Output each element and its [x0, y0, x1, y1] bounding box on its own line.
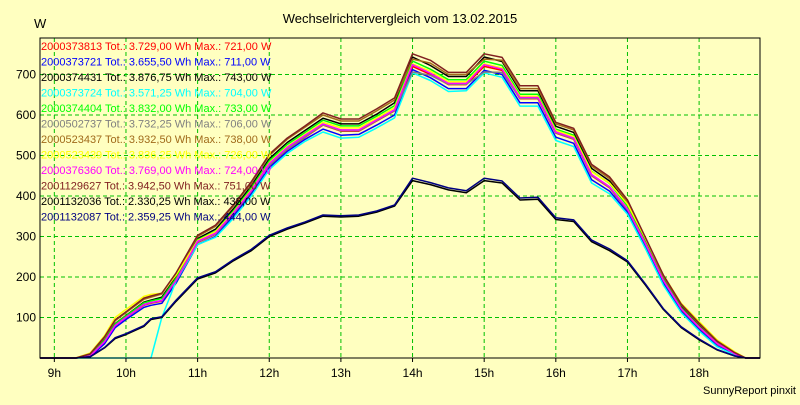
- series-line-2001132087: [40, 177, 760, 359]
- legend-entry: 2000373721 Tot.: 3.655,50 Wh Max.: 711,0…: [41, 57, 271, 69]
- y-tick-label: 300: [16, 229, 36, 243]
- legend-entry: 2000376360 Tot.: 3.769,00 Wh Max.: 724,0…: [41, 165, 272, 177]
- legend: 2000373813 Tot.: 3.729,00 Wh Max.: 721,0…: [41, 41, 272, 224]
- x-tick-label: 14h: [403, 366, 423, 380]
- plot-border: [39, 37, 761, 359]
- x-tick-label: 9h: [48, 366, 61, 380]
- legend-entry: 2000523437 Tot.: 3.932,50 Wh Max.: 738,0…: [41, 134, 272, 146]
- legend-entry: 2001132087 Tot.: 2.359,25 Wh Max.: 444,0…: [41, 212, 271, 224]
- series-line-2001129627: [40, 53, 760, 359]
- series-lines: [40, 53, 760, 359]
- legend-entry: 2000374431 Tot.: 3.876,75 Wh Max.: 743,0…: [41, 72, 272, 84]
- series-line-2000374431: [40, 56, 760, 359]
- x-tick-label: 13h: [331, 366, 351, 380]
- series-line-2000373721: [40, 68, 760, 359]
- footer-credit: SunnyReport pinxit: [703, 385, 796, 397]
- x-tick-label: 18h: [689, 366, 709, 380]
- x-tick-label: 17h: [617, 366, 637, 380]
- legend-entry: 2000523439 Tot.: 3.836,25 Wh Max.: 726,0…: [41, 150, 272, 162]
- x-tick-label: 10h: [116, 366, 136, 380]
- x-tick-label: 15h: [474, 366, 494, 380]
- y-axis-label: W: [34, 16, 47, 31]
- x-axis-ticks: 9h 10h 11h 12h 13h 14h 15h 16h 17h 18h: [48, 358, 709, 380]
- y-tick-label: 700: [16, 67, 36, 81]
- legend-entry: 2001132036 Tot.: 2.330,25 Wh Max.: 438,0…: [41, 196, 271, 208]
- legend-entry: 2001129627 Tot.: 3.942,50 Wh Max.: 751,0…: [41, 181, 271, 193]
- legend-entry: 2000374404 Tot.: 3.832,00 Wh Max.: 733,0…: [41, 103, 272, 115]
- y-tick-label: 500: [16, 148, 36, 162]
- y-axis-ticks: 100 200 300 400 500 600 700: [16, 67, 36, 324]
- x-tick-label: 11h: [188, 366, 207, 380]
- y-tick-label: 200: [16, 270, 36, 284]
- x-tick-label: 12h: [259, 366, 279, 380]
- y-tick-label: 400: [16, 189, 36, 203]
- x-tick-label: 16h: [546, 366, 566, 380]
- y-tick-label: 100: [16, 310, 36, 324]
- legend-entry: 2000502737 Tot.: 3.732,25 Wh Max.: 706,0…: [41, 119, 272, 131]
- chart-title: Wechselrichtervergleich vom 13.02.2015: [283, 11, 518, 26]
- legend-entry: 2000373724 Tot.: 3.571,25 Wh Max.: 704,0…: [41, 88, 272, 100]
- series-line-2000376360: [40, 63, 760, 359]
- legend-entry: 2000373813 Tot.: 3.729,00 Wh Max.: 721,0…: [41, 41, 272, 53]
- y-tick-label: 600: [16, 108, 36, 122]
